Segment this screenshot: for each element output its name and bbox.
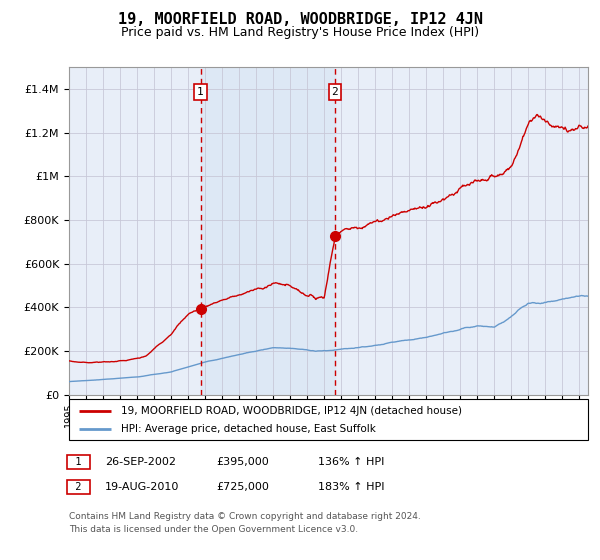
Text: 183% ↑ HPI: 183% ↑ HPI <box>318 482 385 492</box>
Bar <box>200 67 335 395</box>
Text: 26-SEP-2002: 26-SEP-2002 <box>105 457 176 467</box>
Text: 2: 2 <box>69 482 88 492</box>
Text: 2: 2 <box>332 87 338 97</box>
Text: Price paid vs. HM Land Registry's House Price Index (HPI): Price paid vs. HM Land Registry's House … <box>121 26 479 39</box>
Text: 1: 1 <box>197 87 204 97</box>
Text: £395,000: £395,000 <box>216 457 269 467</box>
Text: 19, MOORFIELD ROAD, WOODBRIDGE, IP12 4JN: 19, MOORFIELD ROAD, WOODBRIDGE, IP12 4JN <box>118 12 482 27</box>
Text: 136% ↑ HPI: 136% ↑ HPI <box>318 457 385 467</box>
Text: £725,000: £725,000 <box>216 482 269 492</box>
Text: 19-AUG-2010: 19-AUG-2010 <box>105 482 179 492</box>
Text: HPI: Average price, detached house, East Suffolk: HPI: Average price, detached house, East… <box>121 424 376 433</box>
Text: 1: 1 <box>69 457 88 467</box>
Text: Contains HM Land Registry data © Crown copyright and database right 2024.
This d: Contains HM Land Registry data © Crown c… <box>69 512 421 534</box>
Text: 19, MOORFIELD ROAD, WOODBRIDGE, IP12 4JN (detached house): 19, MOORFIELD ROAD, WOODBRIDGE, IP12 4JN… <box>121 405 462 416</box>
